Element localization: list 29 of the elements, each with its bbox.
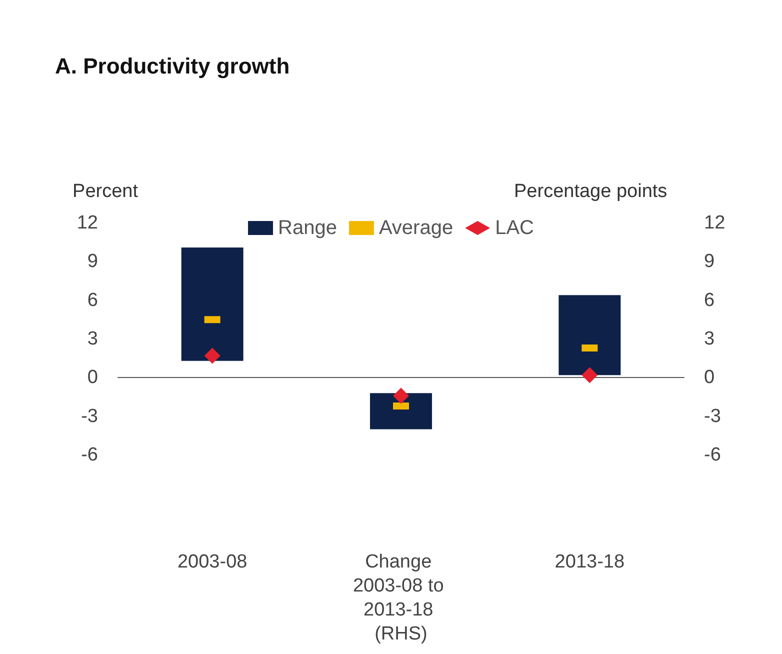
y-tick-label: 3 (87, 328, 98, 350)
y-tick-label: 0 (87, 367, 98, 388)
point (204, 348, 220, 364)
y2-tick-label: -6 (704, 444, 721, 466)
legend-label: LAC (495, 217, 534, 239)
point (582, 367, 598, 384)
y2-tick-label: 3 (704, 328, 715, 350)
y-tick-label: 6 (87, 290, 98, 311)
bar (181, 247, 244, 361)
y2-tick-label: 9 (704, 251, 715, 272)
point (393, 388, 409, 404)
y-axis-title: Percent (72, 181, 139, 202)
y-tick-label: -3 (81, 406, 98, 427)
bar (558, 295, 621, 376)
y2-axis-title: Percentage points (514, 181, 668, 202)
y-tick-label: 9 (87, 251, 98, 272)
legend-label: Average (378, 217, 454, 239)
x-tick-label: 2003-08 (177, 552, 248, 572)
y-tick-label: -6 (81, 444, 98, 466)
y-tick-label: 12 (76, 212, 98, 234)
chart-title: A. Productivity growth (55, 54, 290, 78)
x-tick-label: 2013-18 (554, 552, 625, 572)
bar (370, 393, 432, 430)
x-tick-label: Change 2003-08 to 2013-18 (RHS) (352, 552, 450, 644)
legend-label: Range (278, 217, 337, 239)
y2-tick-label: -3 (704, 406, 721, 427)
y2-tick-label: 6 (704, 290, 715, 311)
y2-tick-label: 0 (704, 367, 715, 388)
y2-tick-label: 12 (704, 212, 726, 234)
